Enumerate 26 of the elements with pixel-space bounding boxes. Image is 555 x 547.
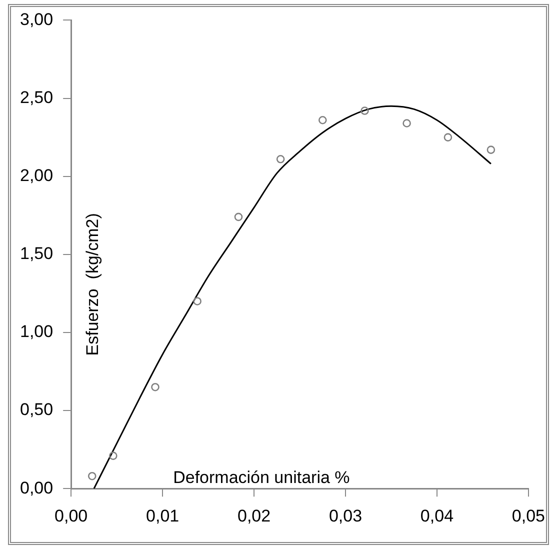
y-tick-label: 1,00: [20, 322, 54, 342]
point: [193, 297, 202, 306]
point: [318, 116, 327, 124]
x-tick-label: 0,00: [54, 506, 88, 526]
y-tick-label: 3,00: [20, 10, 54, 29]
y-tick-label: 0,50: [20, 400, 54, 420]
x-tick-label: 0,04: [420, 506, 454, 526]
point: [109, 452, 118, 460]
x-tick-label: 0,03: [328, 506, 362, 526]
y-axis-title: Esfuerzo (kg/cm2): [82, 213, 102, 356]
point: [88, 472, 96, 480]
x-tick-label: 0,05: [512, 506, 546, 526]
y-tick-label: 0,00: [20, 478, 54, 498]
point: [360, 106, 369, 115]
x-axis-title: Deformación unitaria %: [173, 468, 350, 487]
y-tick-label: 2,50: [20, 88, 54, 107]
point: [444, 133, 452, 142]
point: [151, 382, 160, 392]
y-tick-label: 2,00: [20, 166, 54, 186]
point: [486, 146, 496, 154]
point: [276, 155, 285, 164]
x-tick-label: 0,01: [146, 506, 180, 526]
point: [234, 212, 243, 222]
x-tick-label: 0,02: [237, 506, 271, 526]
point: [402, 119, 411, 128]
y-tick-label: 1,50: [20, 244, 54, 264]
